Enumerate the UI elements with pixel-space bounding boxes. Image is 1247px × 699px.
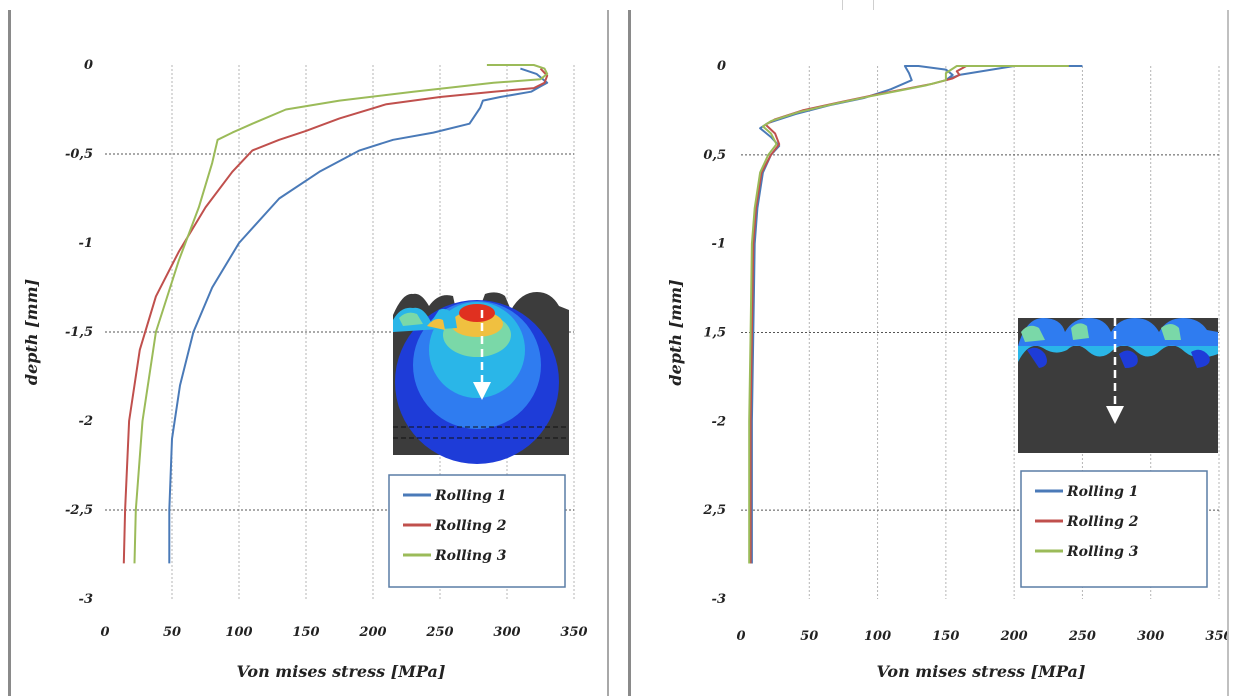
y-axis-title: depth [mm] <box>22 279 41 385</box>
series-lines <box>748 65 1083 564</box>
series-line-rolling-2 <box>122 67 549 564</box>
window-tab-divider <box>842 0 874 12</box>
y-tick-label: 0 <box>717 59 726 74</box>
y-tick-label: -1 <box>712 237 726 252</box>
legend: Rolling 1 Rolling 2 Rolling 3 <box>1020 470 1208 588</box>
x-axis-title: Von mises stress [MPa] <box>236 662 445 681</box>
y-tick-label: 0 <box>84 58 93 73</box>
y-axis-title: depth [mm] <box>666 279 685 385</box>
x-tick-label: 150 <box>932 629 959 644</box>
series-line-rolling-3 <box>133 64 549 564</box>
x-tick-label: 0 <box>736 629 745 644</box>
legend-label: Rolling 3 <box>1066 544 1139 560</box>
x-tick-label: 100 <box>225 625 252 640</box>
y-tick-label: -3 <box>79 592 93 607</box>
y-tick-label: -1,5 <box>65 325 93 340</box>
chart-right: 0 50 100 150 200 250 300 350 0 0,5 -1 1,5 -2 2,5 -3 Von… <box>666 59 1227 681</box>
y-tick-label: -2 <box>79 414 93 429</box>
x-tick-label: 200 <box>1000 629 1028 644</box>
y-tick-label: -1 <box>79 236 93 251</box>
depth-arrow-head <box>473 382 491 400</box>
x-tick-label: 250 <box>1068 629 1096 644</box>
y-tick-label: 2,5 <box>702 503 726 518</box>
y-tick-label: -3 <box>712 592 726 607</box>
x-tick-label: 0 <box>100 625 109 640</box>
chart-left: 0 50 100 150 200 250 300 350 0 -0,5 -1 -1,5 -2 -2,5 -3… <box>22 58 588 681</box>
y-tick-label: -2,5 <box>65 503 93 518</box>
x-tick-label: 350 <box>560 625 587 640</box>
x-tick-label: 200 <box>358 625 386 640</box>
x-tick-label: 300 <box>493 625 520 640</box>
x-tick-label: 50 <box>163 625 181 640</box>
x-tick-label: 150 <box>292 625 319 640</box>
legend-label: Rolling 2 <box>1066 514 1139 530</box>
y-tick-label: 1,5 <box>703 326 726 341</box>
y-tick-label: -0,5 <box>65 147 93 162</box>
inset-contour-image <box>1018 318 1218 453</box>
chart-panel-right: 0 50 100 150 200 250 300 350 0 0,5 -1 1,5 -2 2,5 -3 Von… <box>628 10 1229 696</box>
legend-label: Rolling 2 <box>434 518 507 534</box>
series-lines <box>122 64 549 564</box>
legend: Rolling 1 Rolling 2 Rolling 3 <box>388 474 566 588</box>
series-line-rolling-1 <box>168 67 549 564</box>
y-tick-label: 0,5 <box>703 148 726 163</box>
legend-label: Rolling 1 <box>1066 484 1139 500</box>
series-line-rolling-3 <box>748 65 1069 564</box>
x-axis-title: Von mises stress [MPa] <box>876 662 1085 681</box>
inset-contour-image <box>393 292 569 464</box>
y-tick-label: -2 <box>712 414 726 429</box>
legend-label: Rolling 1 <box>434 488 507 504</box>
x-tick-label: 250 <box>425 625 453 640</box>
depth-arrow-head <box>1106 406 1124 424</box>
x-tick-label: 50 <box>800 629 818 644</box>
x-tick-label: 100 <box>864 629 891 644</box>
legend-label: Rolling 3 <box>434 548 507 564</box>
x-tick-label: 350 <box>1205 629 1227 644</box>
x-tick-label: 300 <box>1137 629 1164 644</box>
chart-panel-left: 0 50 100 150 200 250 300 350 0 -0,5 -1 -1,5 -2 -2,5 -3… <box>8 10 609 696</box>
